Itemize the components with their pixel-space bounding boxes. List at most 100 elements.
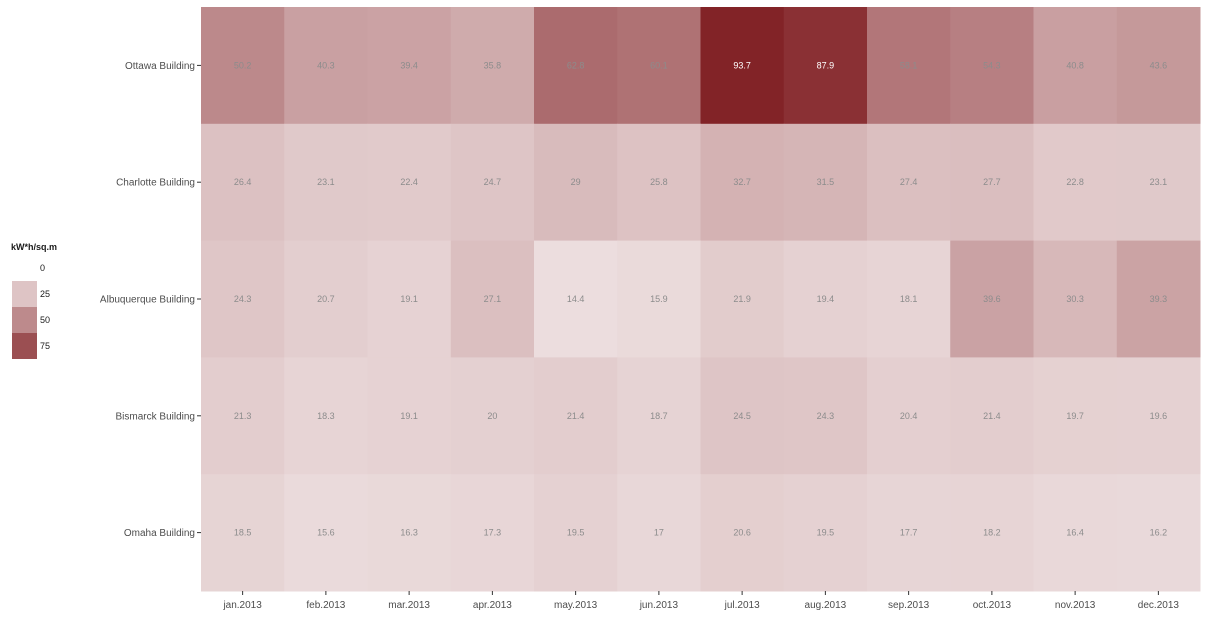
heatmap-cell bbox=[284, 7, 368, 125]
heatmap-cell bbox=[1033, 357, 1118, 475]
cell-value-label: 24.7 bbox=[484, 177, 502, 187]
cell-value-label: 35.8 bbox=[484, 60, 502, 70]
heatmap-cell bbox=[783, 240, 868, 358]
x-axis-label: mar.2013 bbox=[388, 600, 430, 611]
cell-value-label: 39.4 bbox=[400, 60, 418, 70]
heatmap-cell bbox=[1033, 240, 1118, 358]
cell-value-label: 16.2 bbox=[1150, 528, 1168, 538]
cell-value-label: 17.7 bbox=[900, 528, 918, 538]
heatmap-cell bbox=[534, 123, 618, 242]
heatmap-cell bbox=[450, 474, 535, 592]
x-axis-label: aug.2013 bbox=[805, 600, 847, 611]
cell-value-label: 14.4 bbox=[567, 294, 585, 304]
heatmap-cell bbox=[1033, 7, 1118, 125]
heatmap-cell bbox=[867, 474, 951, 592]
heatmap-cell bbox=[617, 7, 701, 125]
cell-value-label: 30.3 bbox=[1066, 294, 1084, 304]
cell-value-label: 24.3 bbox=[817, 411, 835, 421]
y-axis-label: Omaha Building bbox=[124, 528, 195, 539]
legend-label: 50 bbox=[40, 315, 50, 325]
x-axis-label: may.2013 bbox=[554, 600, 598, 611]
cell-value-label: 17 bbox=[654, 528, 664, 538]
cell-value-label: 20.4 bbox=[900, 411, 918, 421]
cell-value-label: 39.6 bbox=[983, 294, 1001, 304]
cell-value-label: 87.9 bbox=[817, 60, 835, 70]
heatmap-cell bbox=[450, 123, 535, 242]
cell-value-label: 18.3 bbox=[317, 411, 335, 421]
cell-value-label: 27.4 bbox=[900, 177, 918, 187]
cell-value-label: 27.1 bbox=[484, 294, 502, 304]
heatmap-cell bbox=[534, 357, 618, 475]
legend-title: kW*h/sq.m bbox=[11, 242, 57, 252]
cell-value-label: 21.4 bbox=[567, 411, 585, 421]
cell-value-label: 16.3 bbox=[400, 528, 418, 538]
cell-value-label: 24.5 bbox=[733, 411, 751, 421]
cell-value-label: 54.3 bbox=[983, 60, 1001, 70]
cell-value-label: 25.8 bbox=[650, 177, 668, 187]
heatmap-cell bbox=[534, 240, 618, 358]
heatmap-cell bbox=[783, 357, 868, 475]
legend-label: 75 bbox=[40, 341, 50, 351]
cell-value-label: 15.6 bbox=[317, 528, 335, 538]
legend-key bbox=[12, 307, 37, 333]
heatmap-cell bbox=[783, 7, 868, 125]
cell-value-label: 21.9 bbox=[733, 294, 751, 304]
cell-value-label: 40.3 bbox=[317, 60, 335, 70]
cell-value-label: 19.6 bbox=[1150, 411, 1168, 421]
heatmap-cell bbox=[950, 474, 1034, 592]
y-axis-label: Charlotte Building bbox=[116, 178, 195, 189]
heatmap-cell bbox=[1116, 123, 1201, 242]
x-axis-label: sep.2013 bbox=[888, 600, 930, 611]
heatmap-cell bbox=[950, 7, 1034, 125]
heatmap-cell bbox=[867, 7, 951, 125]
heatmap-cell bbox=[617, 240, 701, 358]
cell-value-label: 18.1 bbox=[900, 294, 918, 304]
legend-label: 0 bbox=[40, 263, 45, 273]
cell-value-label: 29 bbox=[571, 177, 581, 187]
cell-value-label: 17.3 bbox=[484, 528, 502, 538]
heatmap-cell bbox=[201, 240, 285, 358]
cell-value-label: 22.4 bbox=[400, 177, 418, 187]
cell-value-label: 18.7 bbox=[650, 411, 668, 421]
y-axis-label: Ottawa Building bbox=[125, 61, 195, 72]
heatmap-cell bbox=[201, 123, 285, 242]
legend-key bbox=[12, 255, 37, 281]
heatmap-cell bbox=[1116, 357, 1201, 475]
heatmap-cell bbox=[450, 7, 535, 125]
cell-value-label: 19.5 bbox=[817, 528, 835, 538]
x-axis-label: feb.2013 bbox=[306, 600, 345, 611]
x-axis-label: jul.2013 bbox=[724, 600, 760, 611]
cell-value-label: 15.9 bbox=[650, 294, 668, 304]
heatmap-cell bbox=[284, 474, 368, 592]
cell-value-label: 62.8 bbox=[567, 60, 585, 70]
cell-value-label: 31.5 bbox=[817, 177, 835, 187]
heatmap-cell bbox=[950, 240, 1034, 358]
heatmap-cell bbox=[700, 240, 785, 358]
heatmap-cell bbox=[284, 357, 368, 475]
heatmap-cell bbox=[201, 357, 285, 475]
heatmap-cell bbox=[367, 7, 452, 125]
heatmap-cell bbox=[950, 357, 1034, 475]
cell-value-label: 19.4 bbox=[817, 294, 835, 304]
legend-key bbox=[12, 281, 37, 307]
y-axis-label: Albuquerque Building bbox=[100, 295, 195, 306]
heatmap-cell bbox=[1033, 474, 1118, 592]
heatmap-cell bbox=[783, 123, 868, 242]
heatmap-cell bbox=[450, 357, 535, 475]
heatmap-cell bbox=[284, 123, 368, 242]
cell-value-label: 26.4 bbox=[234, 177, 252, 187]
heatmap-cell bbox=[534, 7, 618, 125]
cell-value-label: 21.4 bbox=[983, 411, 1001, 421]
cell-value-label: 21.3 bbox=[234, 411, 252, 421]
heatmap-cell bbox=[367, 240, 452, 358]
cell-value-label: 20.7 bbox=[317, 294, 335, 304]
cell-value-label: 18.2 bbox=[983, 528, 1001, 538]
cell-value-label: 18.5 bbox=[234, 528, 252, 538]
x-axis-label: jan.2013 bbox=[222, 600, 262, 611]
cell-value-label: 23.1 bbox=[1150, 177, 1168, 187]
legend-key bbox=[12, 333, 37, 359]
cell-value-label: 40.8 bbox=[1066, 60, 1084, 70]
heatmap-cell bbox=[700, 123, 785, 242]
cell-value-label: 22.8 bbox=[1066, 177, 1084, 187]
heatmap-cell bbox=[1033, 123, 1118, 242]
